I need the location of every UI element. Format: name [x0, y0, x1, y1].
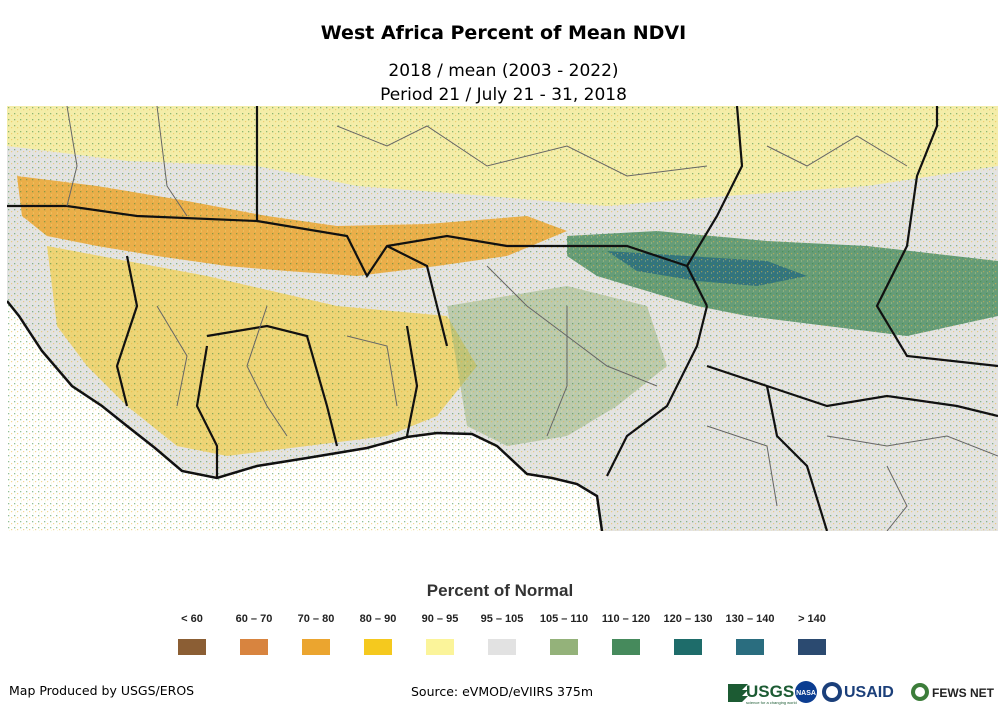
nasa-wordmark: NASA — [796, 690, 816, 697]
legend-item-label: 120 – 130 — [663, 613, 713, 625]
legend-swatch — [736, 639, 764, 655]
legend-item-label: 105 – 110 — [539, 613, 589, 625]
legend-item: 110 – 120 — [594, 613, 658, 655]
legend-item-label: 95 – 105 — [480, 613, 524, 625]
legend-swatch — [364, 639, 392, 655]
legend-item: 80 – 90 — [346, 613, 410, 655]
legend-item-label: < 60 — [181, 613, 203, 625]
legend-item: 60 – 70 — [222, 613, 286, 655]
usaid-logo: USAID — [822, 682, 894, 702]
legend-swatch — [488, 639, 516, 655]
legend-item-label: 70 – 80 — [297, 613, 335, 625]
usgs-wordmark: USGS — [746, 682, 794, 701]
produced-by-credit: Map Produced by USGS/EROS — [9, 683, 195, 698]
legend-item: 120 – 130 — [656, 613, 720, 655]
ndvi-map — [7, 106, 998, 531]
fews-net-logo: FEWS NET — [911, 683, 995, 701]
legend-item: < 60 — [160, 613, 224, 655]
map-title: West Africa Percent of Mean NDVI — [320, 22, 687, 44]
usgs-tagline: science for a changing world — [746, 700, 797, 705]
usgs-logo: USGS science for a changing world — [728, 682, 797, 705]
usaid-wordmark: USAID — [844, 684, 894, 701]
legend-swatch — [240, 639, 268, 655]
speckle-texture — [7, 106, 998, 531]
legend-title: Percent of Normal — [426, 581, 574, 600]
legend-item: 95 – 105 — [470, 613, 534, 655]
coastline — [7, 300, 604, 531]
nasa-logo: NASA — [795, 681, 817, 703]
legend-swatch — [674, 639, 702, 655]
fews-net-wordmark: FEWS NET — [932, 686, 995, 700]
partner-logos: USGS science for a changing world NASA U… — [728, 681, 995, 705]
legend-item-label: 130 – 140 — [725, 613, 775, 625]
country-borders — [7, 106, 998, 531]
legend-swatch — [798, 639, 826, 655]
map-subtitle-dekad: Period 21 / July 21 - 31, 2018 — [380, 85, 627, 105]
legend-item: 105 – 110 — [532, 613, 596, 655]
legend-item: 70 – 80 — [284, 613, 348, 655]
legend-item-label: 60 – 70 — [235, 613, 273, 625]
legend-swatch — [302, 639, 330, 655]
admin-boundaries — [66, 106, 998, 531]
legend-item: 90 – 95 — [408, 613, 472, 655]
legend-item-label: > 140 — [798, 613, 826, 625]
legend-item: > 140 — [780, 613, 844, 655]
legend-swatch — [178, 639, 206, 655]
legend-item-label: 90 – 95 — [421, 613, 459, 625]
map-subtitle-period: 2018 / mean (2003 - 2022) — [388, 61, 619, 81]
legend-swatch — [612, 639, 640, 655]
data-source-credit: Source: eVMOD/eVIIRS 375m — [411, 684, 594, 699]
legend-item: 130 – 140 — [718, 613, 782, 655]
legend-swatch — [550, 639, 578, 655]
legend-item-label: 80 – 90 — [359, 613, 397, 625]
legend-item-label: 110 – 120 — [601, 613, 651, 625]
legend-swatch — [426, 639, 454, 655]
